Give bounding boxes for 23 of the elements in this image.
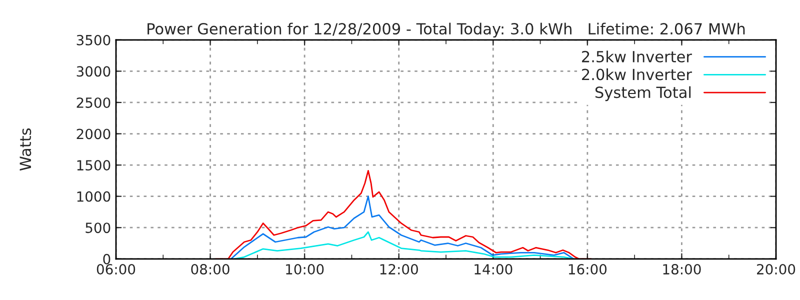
x-tick-label: 10:00 [286, 264, 324, 275]
x-tick-label: 06:00 [96, 264, 136, 275]
legend-label: 2.0kw Inverter [582, 68, 692, 80]
line-series [230, 196, 574, 259]
y-tick-label: 1500 [77, 160, 110, 171]
x-tick-label: 20:00 [757, 264, 796, 275]
x-tick-label: 12:00 [380, 264, 418, 275]
y-tick-label: 0 [103, 254, 110, 264]
x-tick-label: 14:00 [474, 264, 512, 275]
y-tick-label: 3500 [76, 34, 110, 46]
x-tick-label: 18:00 [663, 264, 701, 275]
x-tick-label: 08:00 [191, 264, 230, 275]
legend-label: System Total [595, 86, 691, 102]
legend-label: 2.5kw Inverter [582, 50, 692, 62]
line-series [234, 231, 574, 259]
y-tick-label: 500 [86, 222, 110, 234]
y-tick-label: 2000 [76, 128, 110, 140]
chart-title: Power Generation for 12/28/2009 - Total Today: 3.0 kWh Lifetime: 2.067 MWh [148, 22, 745, 38]
y-tick-label: 1000 [77, 191, 110, 202]
x-tick-label: 16:00 [568, 264, 607, 275]
y-tick-label: 2500 [76, 97, 110, 108]
y-axis-title: Watts [20, 128, 32, 171]
y-tick-label: 3000 [76, 66, 110, 77]
